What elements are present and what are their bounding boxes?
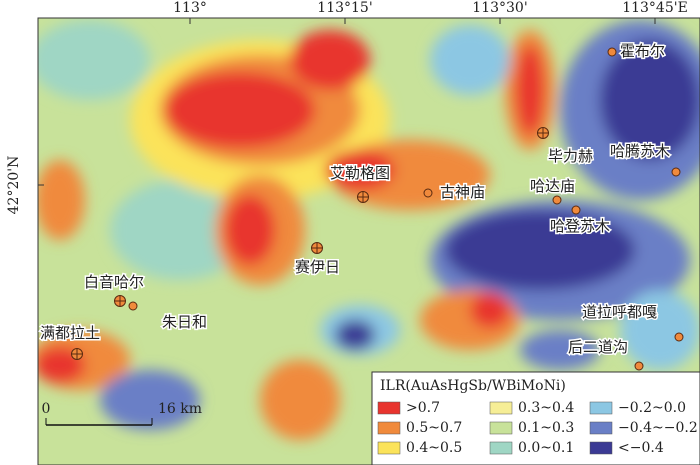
longitude-label: 113°30' <box>472 0 527 16</box>
legend-label: 0.5~0.7 <box>406 420 462 436</box>
place-name: 后二道沟 <box>568 338 628 356</box>
place-name: 毕力赫 <box>548 147 593 165</box>
legend-label: 0.1~0.3 <box>518 420 574 436</box>
scale-label: 0 <box>42 401 51 417</box>
legend-swatch <box>489 441 513 455</box>
place-name: 哈腾苏木 <box>610 142 670 160</box>
latitude-label: 42°20'N <box>6 156 22 215</box>
place-name: 赛伊日 <box>295 258 340 276</box>
legend-box <box>371 371 700 465</box>
place-symbol <box>128 301 138 311</box>
place-name: 古神庙 <box>440 183 485 201</box>
legend-swatch <box>589 421 613 435</box>
legend-items: >0.7 0.5~0.7 0.4~0.5 0.3~0.4 0.1~0.3 0.0~0.1 −… <box>377 400 698 456</box>
raster <box>38 18 700 465</box>
legend-swatch <box>489 421 513 435</box>
legend-swatch <box>377 401 401 415</box>
legend-label: <−0.4 <box>618 440 664 456</box>
place-symbol <box>671 167 681 177</box>
legend-label: 0.4~0.5 <box>406 440 462 456</box>
place-symbol <box>423 188 433 198</box>
place-name: 白音哈尔 <box>84 273 144 291</box>
graticule-ticks <box>38 18 656 186</box>
legend-label: −0.4~−0.2 <box>618 420 698 436</box>
longitude-label: 113° <box>173 0 207 16</box>
place-name: 艾勒格图 <box>330 164 390 182</box>
legend-label: 0.3~0.4 <box>518 400 574 416</box>
legend-swatch <box>377 421 401 435</box>
map-frame <box>37 17 700 465</box>
longitude-label: 113°45'E <box>622 0 688 16</box>
place-symbol <box>674 332 684 342</box>
scale-label: 16 km <box>158 401 202 417</box>
place-name: 哈登苏木 <box>550 217 610 235</box>
legend-label: 0.0~0.1 <box>518 440 574 456</box>
legend-swatch <box>489 401 513 415</box>
legend-label: >0.7 <box>406 400 440 416</box>
place-name: 霍布尔 <box>620 42 665 60</box>
place-symbol <box>571 205 581 215</box>
legend-label: −0.2~0.0 <box>618 400 686 416</box>
place-symbol <box>634 361 644 371</box>
legend-title: ILR(AuAsHgSb/WBiMoNi) <box>380 378 566 394</box>
place-name: 道拉呼都嘎 <box>582 303 657 321</box>
place-name: 朱日和 <box>162 313 207 331</box>
place-name: 满都拉土 <box>40 324 100 342</box>
place-name: 哈达庙 <box>530 177 575 195</box>
legend-swatch <box>589 401 613 415</box>
place-symbol <box>552 195 562 205</box>
place-symbol <box>607 47 617 57</box>
legend-swatch <box>589 441 613 455</box>
longitude-label: 113°15' <box>317 0 372 16</box>
legend-swatch <box>377 441 401 455</box>
